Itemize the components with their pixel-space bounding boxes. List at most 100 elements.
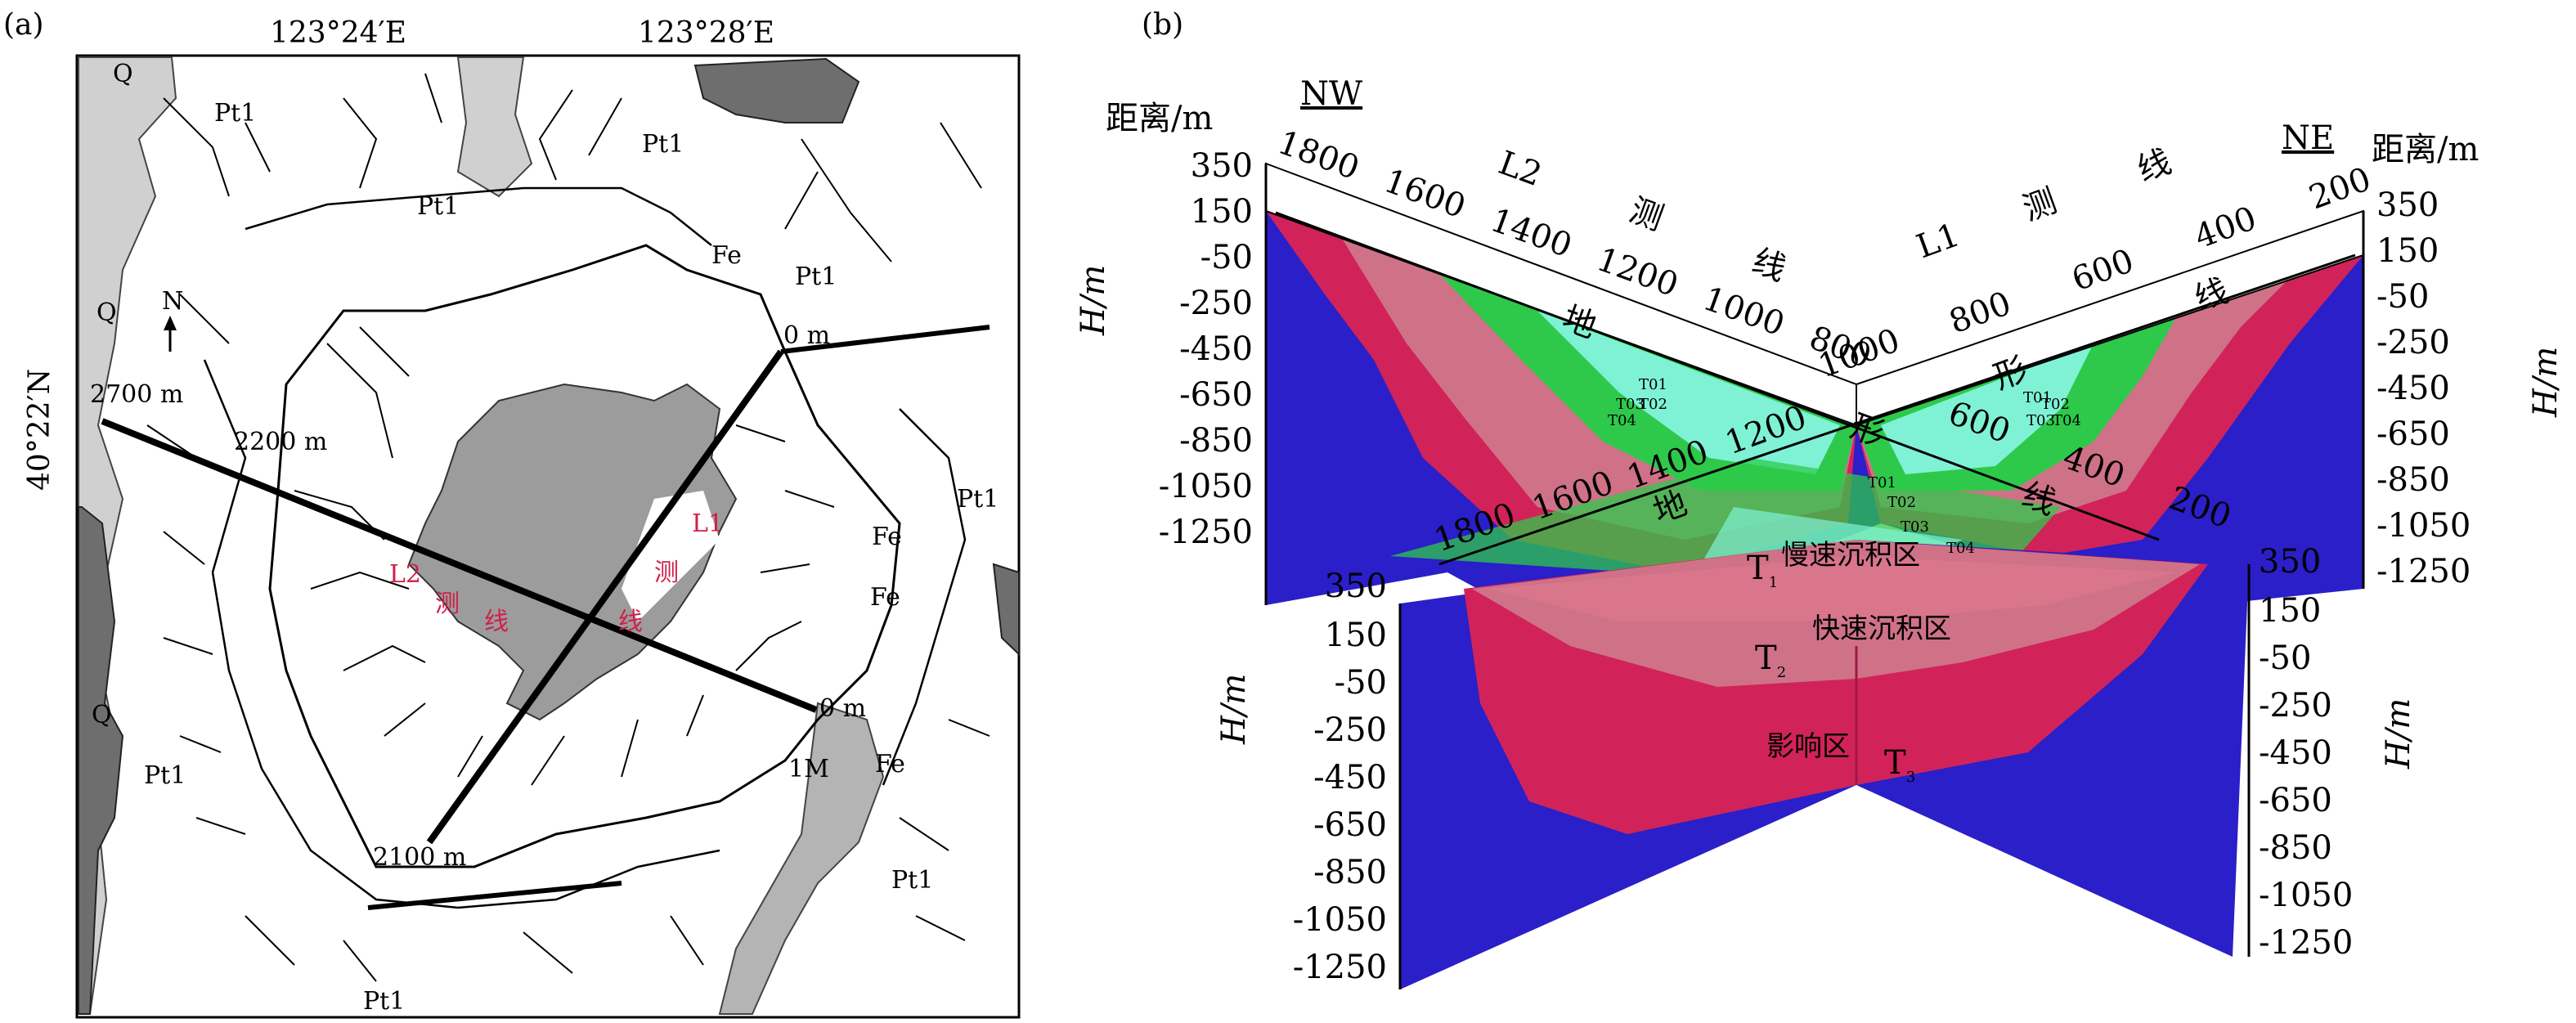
l1-tick-200: 200 (2304, 160, 2376, 217)
front-right-h-ticks: 350 150 -50 -250 -450 -650 -850 -1050 -1… (2259, 543, 2353, 962)
sub-t03-a: T03 (1616, 396, 1645, 413)
panel-b-diagram: (b) NW NE 距离/m (1075, 8, 2565, 989)
sub-t04-b: T04 (2053, 412, 2081, 429)
mark-2200m: 2200 m (234, 428, 327, 456)
unit-fe-2: Fe (872, 523, 902, 551)
l2-title-xian: 线 (1748, 242, 1791, 289)
north-label: N (162, 287, 183, 316)
back-right-h-ticks: 350 150 -50 -250 -450 -650 -850 -1050 -1… (2376, 186, 2471, 590)
road-east (780, 325, 990, 354)
bl-h-m850: -850 (1179, 422, 1253, 460)
unit-fe-3: Fe (870, 583, 900, 612)
unit-pt1-1: Pt1 (214, 99, 256, 128)
bl-h-m250: -250 (1179, 285, 1253, 322)
mark-0m-l1: 0 m (783, 321, 830, 350)
unit-pt1-4: Pt1 (795, 262, 837, 291)
zone-fast-label: 快速沉积区 (1812, 612, 1951, 645)
l2-terrain-line (1275, 211, 2160, 541)
l2-wall-cyan (1537, 311, 1840, 474)
fl-h-m850: -850 (1313, 854, 1387, 891)
fr-h-m250: -250 (2259, 687, 2332, 725)
fl-h-m650: -650 (1313, 806, 1387, 844)
sub-t02-a: T02 (1639, 396, 1667, 413)
sub-t01-b: T01 (2023, 389, 2052, 406)
survey-line-l2 (101, 418, 818, 713)
br-h-m50: -50 (2376, 278, 2429, 316)
fl-h-350: 350 (1325, 568, 1387, 605)
nw-label: NW (1300, 75, 1362, 113)
latitude-label: 40°22′N (23, 369, 56, 491)
mark-0m-l2: 0 m (819, 694, 866, 723)
dark-volcanic-north (693, 57, 860, 123)
unit-pt1-2: Pt1 (417, 192, 459, 221)
longitude-left: 123°24′E (270, 16, 406, 50)
h-label-front-right: H/m (2380, 698, 2417, 769)
road-south (367, 881, 622, 910)
eastern-valley (718, 702, 885, 1015)
panel-a-label: (a) (3, 8, 44, 42)
unit-fe-1: Fe (711, 241, 742, 270)
label-l2: L2 (389, 560, 421, 589)
br-h-m250: -250 (2376, 324, 2450, 361)
br-h-m850: -850 (2376, 461, 2450, 499)
front-wall-light (1488, 556, 2175, 621)
h-label-back-right: H/m (2527, 347, 2565, 418)
t3-label: T3 (1884, 744, 1915, 786)
zone-affect-label: 影响区 (1766, 730, 1850, 763)
unit-q-2: Q (96, 298, 117, 327)
unit-q-3: Q (92, 701, 112, 729)
front-left-h-ticks: 350 150 -50 -250 -450 -650 -850 -1050 -1… (1293, 568, 1387, 986)
ne-label: NE (2282, 119, 2334, 157)
l1-terrain-line (1438, 254, 2356, 566)
sub-t04-c: T04 (1946, 540, 1975, 557)
fl-h-m1250: -1250 (1293, 949, 1387, 986)
l1-label-patch (622, 491, 720, 621)
sub-t01-c: T01 (1868, 474, 1896, 491)
survey-line-l1 (426, 349, 784, 845)
mark-2700m: 2700 m (90, 380, 183, 409)
sub-t03-c: T03 (1901, 518, 1929, 536)
bl-h-350: 350 (1191, 147, 1253, 185)
unit-pt1-5: Pt1 (957, 485, 999, 514)
back-left-h-ticks: 350 150 -50 -250 -450 -650 -850 -1050 -1… (1159, 147, 1253, 551)
fr-h-m450: -450 (2259, 734, 2332, 772)
bl-h-m1050: -1050 (1159, 468, 1253, 505)
sub-t01-a: T01 (1639, 376, 1667, 393)
br-h-m1250: -1250 (2376, 553, 2471, 590)
br-h-m450: -450 (2376, 370, 2450, 407)
unit-pt1-7: Pt1 (891, 866, 933, 895)
unit-fe-4: Fe (875, 750, 905, 778)
l2-title: L2 (1494, 144, 1547, 194)
small-t0-labels: T01 T02 T03 T04 T01 T02 T03 T04 T01 T02 … (1608, 376, 2081, 557)
sub-t03-b: T03 (2026, 412, 2055, 429)
zone-slow-label: 慢速沉积区 (1781, 539, 1920, 572)
fr-h-350: 350 (2259, 543, 2321, 581)
north-arrow: N (162, 287, 183, 352)
bl-h-m450: -450 (1179, 330, 1253, 368)
l1-title-ce: 测 (2018, 182, 2062, 228)
t1-label: T1 (1747, 550, 1778, 591)
sub-t04-a: T04 (1608, 412, 1636, 429)
fl-h-m1050: -1050 (1293, 901, 1387, 939)
l1-tick-600: 600 (2067, 242, 2138, 298)
unit-pt1-8: Pt1 (363, 987, 405, 1016)
fr-h-150: 150 (2259, 592, 2321, 630)
fl-h-150: 150 (1325, 617, 1387, 654)
label-l1-ce: 测 (654, 559, 679, 587)
unit-q-1: Q (113, 60, 133, 88)
mark-2100m: 2100 m (373, 843, 466, 872)
bl-h-150: 150 (1191, 193, 1253, 231)
fl-h-m450: -450 (1313, 759, 1387, 796)
sub-t02-b: T02 (2041, 396, 2070, 413)
label-l2-xian: 线 (484, 608, 509, 636)
longitude-right: 123°28′E (638, 16, 774, 50)
crater-rim (268, 244, 901, 868)
fr-h-m650: -650 (2259, 782, 2332, 819)
unit-1m: 1M (788, 755, 829, 783)
fr-h-m50: -50 (2259, 639, 2311, 677)
central-crater-fill (407, 383, 738, 721)
unit-pt1-6: Pt1 (144, 761, 186, 790)
br-h-150: 150 (2376, 232, 2439, 270)
unit-pt1-3: Pt1 (642, 130, 684, 159)
